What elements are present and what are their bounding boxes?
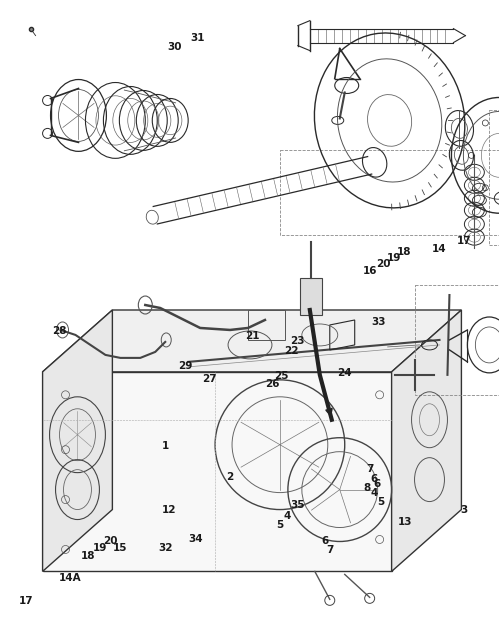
Text: 12: 12 [162,504,176,514]
Text: 25: 25 [274,371,288,381]
Text: 6: 6 [374,479,381,489]
Text: 7: 7 [326,545,334,555]
Text: 4: 4 [371,488,378,498]
Text: 14A: 14A [59,573,82,583]
Text: 17: 17 [18,596,33,606]
Text: 18: 18 [80,551,95,561]
Text: 20: 20 [103,536,118,545]
Text: 5: 5 [276,520,283,530]
Text: 35: 35 [290,499,304,509]
Text: 32: 32 [158,543,172,553]
Text: 29: 29 [178,361,192,371]
Text: 21: 21 [245,331,260,341]
Text: 6: 6 [370,473,378,483]
Text: 13: 13 [398,517,412,527]
Text: 20: 20 [376,259,391,269]
Text: 34: 34 [188,534,202,544]
Text: 23: 23 [290,336,304,346]
Text: 4: 4 [284,511,291,521]
Text: 1: 1 [162,441,169,452]
Text: 33: 33 [372,317,386,327]
Text: 31: 31 [190,33,205,43]
Text: 7: 7 [366,464,374,474]
Text: 22: 22 [284,346,298,356]
Polygon shape [392,310,462,572]
Polygon shape [42,372,392,572]
Text: 16: 16 [362,266,377,276]
Text: 18: 18 [396,247,411,257]
Text: 3: 3 [461,504,468,514]
Polygon shape [42,310,462,372]
Polygon shape [300,278,322,315]
Text: 30: 30 [167,42,182,52]
Text: 24: 24 [338,368,352,378]
Text: 19: 19 [386,253,401,263]
Text: 6: 6 [321,536,328,545]
Text: 8: 8 [364,483,371,493]
Text: 15: 15 [113,543,128,553]
Text: 19: 19 [93,543,108,553]
Text: 17: 17 [457,236,471,246]
Text: 2: 2 [226,472,234,482]
Text: 27: 27 [202,374,216,384]
Polygon shape [42,310,112,572]
Text: 26: 26 [265,379,280,389]
Text: 28: 28 [52,327,67,337]
Text: 5: 5 [378,497,385,507]
Text: 14: 14 [432,244,447,254]
